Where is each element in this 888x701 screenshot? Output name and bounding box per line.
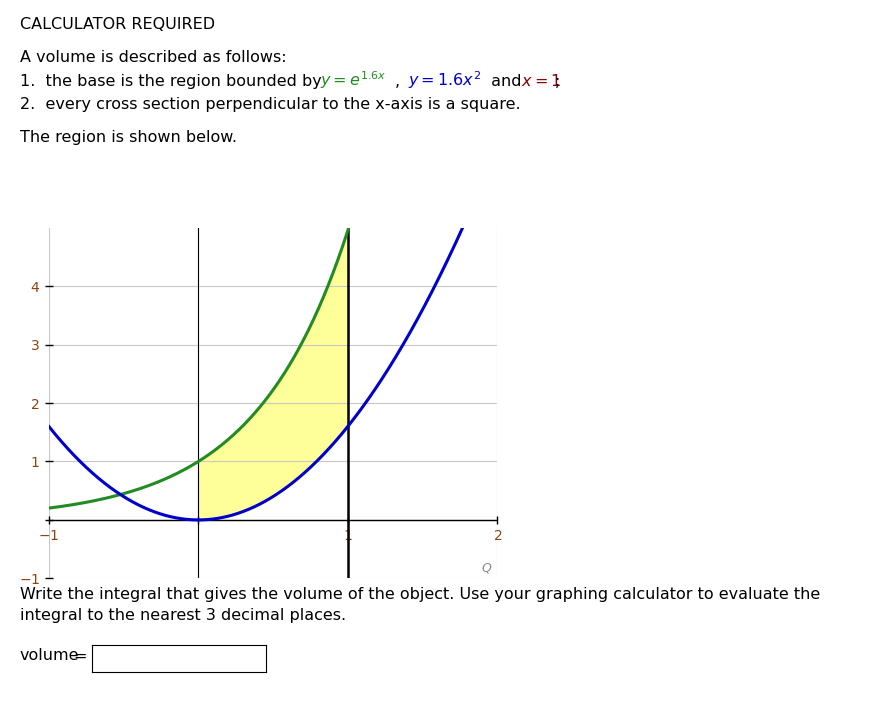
Text: $y = 1.6x^2$: $y = 1.6x^2$ (408, 69, 481, 90)
Text: and: and (486, 74, 527, 88)
Text: ,: , (395, 74, 410, 88)
Text: volume: volume (20, 648, 79, 663)
Text: 1.  the base is the region bounded by: 1. the base is the region bounded by (20, 74, 327, 88)
Text: Q: Q (482, 562, 492, 574)
Text: ;: ; (555, 74, 560, 88)
Text: CALCULATOR REQUIRED: CALCULATOR REQUIRED (20, 18, 215, 32)
Text: $y = e^{1.6x}$: $y = e^{1.6x}$ (320, 69, 386, 90)
Text: integral to the nearest 3 decimal places.: integral to the nearest 3 decimal places… (20, 608, 345, 623)
Text: =: = (74, 648, 87, 663)
Text: 2.  every cross section perpendicular to the x-axis is a square.: 2. every cross section perpendicular to … (20, 97, 520, 112)
Text: $x = 1$: $x = 1$ (521, 72, 561, 88)
Text: A volume is described as follows:: A volume is described as follows: (20, 50, 286, 64)
Text: Write the integral that gives the volume of the object. Use your graphing calcul: Write the integral that gives the volume… (20, 587, 820, 602)
Text: The region is shown below.: The region is shown below. (20, 130, 236, 144)
